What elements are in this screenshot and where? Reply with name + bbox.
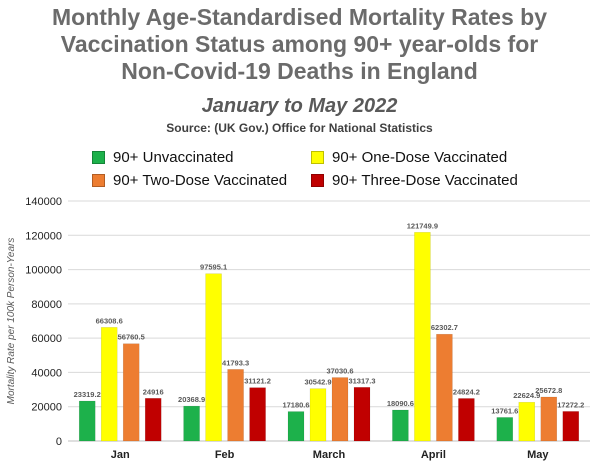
data-label: 121749.9 — [407, 221, 438, 230]
bar — [562, 411, 580, 442]
y-tick-label: 40000 — [31, 367, 62, 379]
data-label: 37030.6 — [326, 367, 353, 376]
bar — [353, 387, 371, 442]
y-tick-label: 20000 — [31, 402, 62, 414]
bar — [331, 377, 349, 442]
bar — [100, 327, 118, 442]
bar — [78, 400, 96, 442]
legend-label-two-dose: 90+ Two-Dose Vaccinated — [113, 172, 288, 189]
bar — [249, 387, 266, 442]
data-label: 23319.2 — [74, 390, 101, 399]
data-label: 56760.5 — [118, 333, 145, 342]
data-label: 17272.2 — [557, 400, 584, 409]
data-label: 24916 — [143, 387, 164, 396]
chart-title-line-3: Non-Covid-19 Deaths in England — [121, 58, 478, 84]
legend-item-unvaccinated: 90+ Unvaccinated — [92, 149, 234, 166]
legend-item-one-dose: 90+ One-Dose Vaccinated — [311, 149, 507, 166]
legend-item-two-dose: 90+ Two-Dose Vaccinated — [92, 172, 287, 189]
y-axis-label: Mortality Rate per 100k Person-Years — [6, 238, 17, 405]
legend-swatch-two-dose — [92, 174, 105, 187]
bar — [496, 417, 514, 442]
chart-subtitle: January to May 2022 — [201, 95, 398, 117]
y-tick-label: 140000 — [25, 196, 62, 208]
bar — [205, 273, 222, 442]
legend-swatch-one-dose — [311, 151, 324, 164]
bar — [227, 369, 244, 442]
legend-swatch-unvaccinated — [92, 151, 105, 164]
chart-title-line-2: Vaccination Status among 90+ year-olds f… — [60, 31, 539, 57]
data-label: 24824.2 — [453, 387, 480, 396]
x-tick-label: April — [421, 449, 446, 461]
legend-label-three-dose: 90+ Three-Dose Vaccinated — [332, 172, 518, 189]
data-label: 62302.7 — [431, 323, 458, 332]
chart-source: Source: (UK Gov.) Office for National St… — [166, 121, 433, 135]
bar — [518, 401, 536, 442]
x-tick-label: Jan — [111, 449, 130, 461]
data-label: 13761.6 — [491, 406, 518, 415]
y-tick-label: 120000 — [25, 230, 62, 242]
data-label: 31317.3 — [348, 376, 375, 385]
data-label: 22624.9 — [513, 391, 540, 400]
data-label: 18090.6 — [387, 399, 414, 408]
bar — [183, 405, 200, 442]
chart-title-line-1: Monthly Age-Standardised Mortality Rates… — [52, 4, 547, 30]
data-label: 17180.6 — [282, 401, 309, 410]
y-tick-label: 60000 — [31, 333, 62, 345]
bar — [287, 411, 305, 442]
data-label: 30542.9 — [304, 378, 331, 387]
bar — [436, 333, 453, 442]
bar — [309, 388, 327, 442]
legend-item-three-dose: 90+ Three-Dose Vaccinated — [311, 172, 518, 189]
bar — [122, 343, 140, 442]
data-label: 41793.3 — [222, 358, 249, 367]
y-tick-label: 80000 — [31, 299, 62, 311]
x-tick-label: Feb — [215, 449, 235, 461]
legend-swatch-three-dose — [311, 174, 324, 187]
bar — [392, 409, 409, 442]
x-tick-label: March — [313, 449, 346, 461]
data-label: 25672.8 — [535, 386, 562, 395]
y-tick-label: 0 — [56, 436, 62, 448]
legend-label-unvaccinated: 90+ Unvaccinated — [113, 149, 234, 166]
chart-legend: 90+ Unvaccinated 90+ One-Dose Vaccinated… — [0, 141, 599, 191]
x-tick-label: May — [527, 449, 549, 461]
legend-label-one-dose: 90+ One-Dose Vaccinated — [332, 149, 508, 166]
bar — [540, 396, 558, 442]
data-label: 20368.9 — [178, 395, 205, 404]
data-label: 97595.1 — [200, 263, 227, 272]
bar — [458, 398, 475, 442]
bar — [414, 232, 431, 442]
bar — [144, 398, 162, 442]
data-label: 31121.2 — [244, 377, 271, 386]
y-tick-label: 100000 — [25, 265, 62, 277]
data-label: 66308.6 — [96, 316, 123, 325]
chart-title: Monthly Age-Standardised Mortality Rates… — [0, 4, 599, 85]
